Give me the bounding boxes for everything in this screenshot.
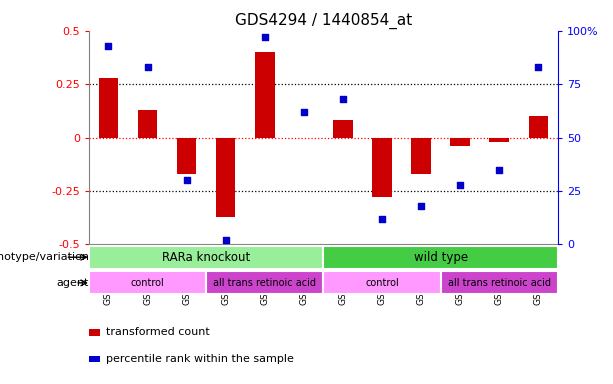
Bar	[411, 137, 431, 174]
Text: all trans retinoic acid: all trans retinoic acid	[447, 278, 550, 288]
Point	[455, 182, 465, 188]
Point	[416, 203, 426, 209]
Text: transformed count: transformed count	[106, 327, 210, 337]
Point	[143, 64, 153, 70]
Point	[299, 109, 309, 115]
Bar	[528, 116, 548, 137]
Bar	[138, 110, 158, 137]
Point	[221, 237, 230, 243]
Point	[377, 216, 387, 222]
Text: control: control	[131, 278, 164, 288]
Bar	[451, 137, 470, 146]
Bar	[177, 137, 196, 174]
Bar	[324, 246, 558, 269]
Text: wild type: wild type	[414, 251, 468, 264]
Point	[494, 167, 504, 173]
Bar	[206, 271, 324, 295]
Bar	[333, 121, 352, 137]
Bar	[255, 52, 275, 137]
Point	[533, 64, 543, 70]
Bar	[441, 271, 558, 295]
Text: agent: agent	[56, 278, 89, 288]
Text: genotype/variation: genotype/variation	[0, 252, 89, 262]
Point	[338, 96, 348, 102]
Bar	[99, 78, 118, 137]
Text: all trans retinoic acid: all trans retinoic acid	[213, 278, 316, 288]
Bar	[372, 137, 392, 197]
Bar	[89, 271, 206, 295]
Text: control: control	[365, 278, 399, 288]
Point	[181, 177, 191, 184]
Text: percentile rank within the sample: percentile rank within the sample	[106, 354, 294, 364]
Bar	[89, 246, 324, 269]
Bar	[324, 271, 441, 295]
Text: RARa knockout: RARa knockout	[162, 251, 250, 264]
Point	[260, 34, 270, 40]
Point	[104, 43, 113, 49]
Bar	[489, 137, 509, 142]
Bar	[216, 137, 235, 217]
Title: GDS4294 / 1440854_at: GDS4294 / 1440854_at	[235, 13, 412, 29]
